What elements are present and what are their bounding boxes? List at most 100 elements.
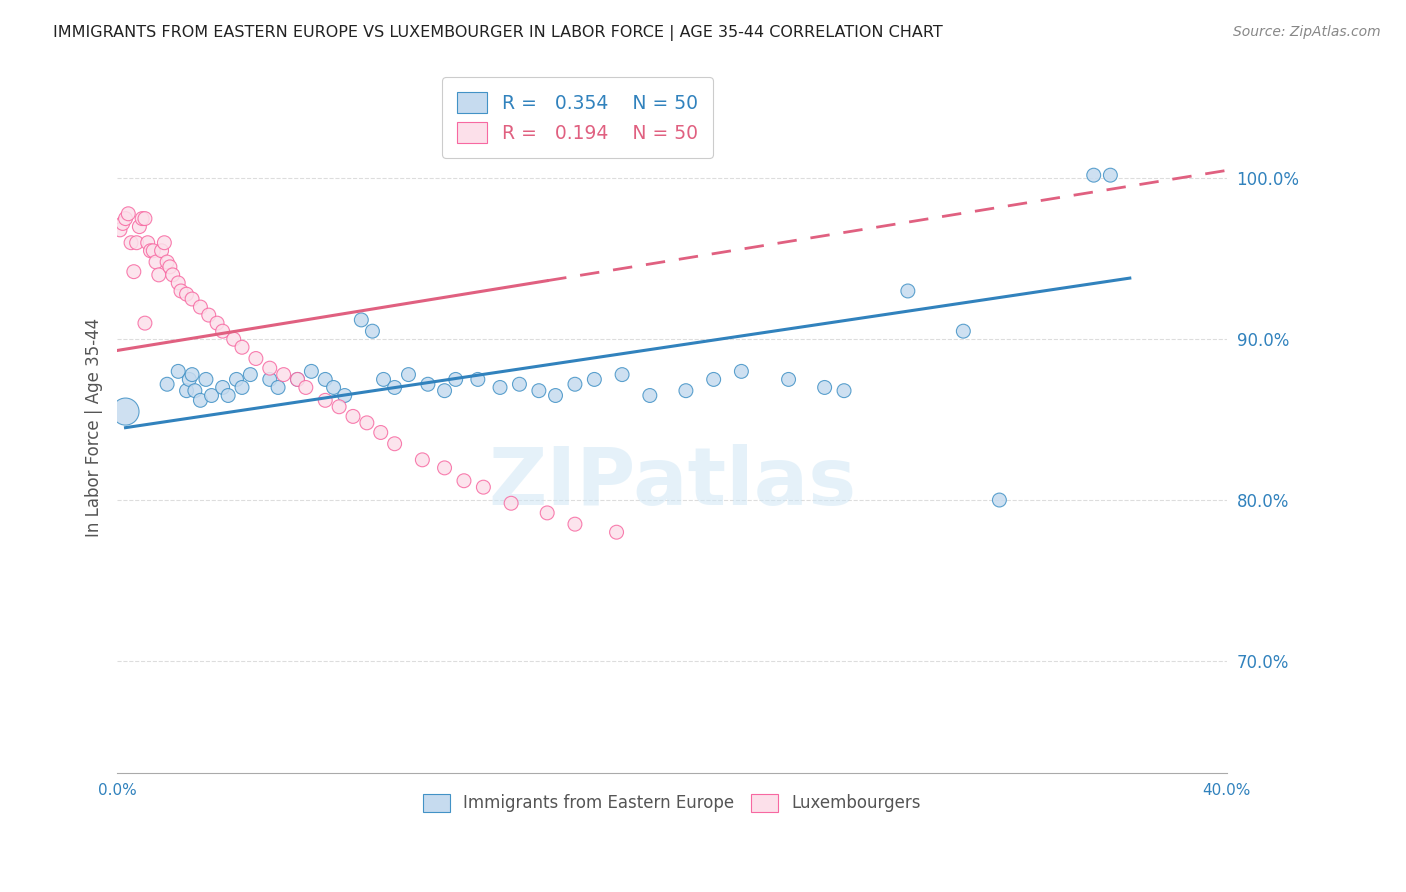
Point: [508, 377, 530, 392]
Point: [583, 372, 606, 386]
Point: [610, 368, 633, 382]
Point: [433, 461, 456, 475]
Point: [181, 292, 204, 306]
Text: ZIPatlas: ZIPatlas: [488, 444, 856, 522]
Point: [370, 425, 392, 440]
Point: [131, 211, 153, 226]
Point: [361, 324, 384, 338]
Point: [333, 388, 356, 402]
Legend: Immigrants from Eastern Europe, Luxembourgers: Immigrants from Eastern Europe, Luxembou…: [412, 782, 932, 824]
Point: [222, 332, 245, 346]
Y-axis label: In Labor Force | Age 35-44: In Labor Force | Age 35-44: [86, 318, 103, 537]
Point: [299, 364, 322, 378]
Point: [453, 474, 475, 488]
Point: [200, 388, 222, 402]
Point: [703, 372, 725, 386]
Point: [638, 388, 661, 402]
Point: [259, 361, 281, 376]
Point: [489, 380, 512, 394]
Point: [148, 268, 170, 282]
Point: [179, 372, 201, 386]
Point: [287, 372, 309, 386]
Point: [153, 235, 176, 250]
Point: [167, 276, 190, 290]
Point: [814, 380, 837, 394]
Point: [205, 316, 228, 330]
Point: [273, 368, 295, 382]
Point: [444, 372, 467, 386]
Point: [128, 219, 150, 234]
Point: [897, 284, 920, 298]
Point: [778, 372, 800, 386]
Point: [162, 268, 184, 282]
Point: [134, 211, 156, 226]
Point: [225, 372, 247, 386]
Point: [231, 340, 253, 354]
Point: [114, 404, 136, 418]
Point: [122, 265, 145, 279]
Point: [114, 211, 136, 226]
Point: [314, 393, 336, 408]
Point: [156, 255, 179, 269]
Point: [197, 308, 219, 322]
Point: [211, 324, 233, 338]
Point: [145, 255, 167, 269]
Point: [832, 384, 855, 398]
Text: Source: ZipAtlas.com: Source: ZipAtlas.com: [1233, 25, 1381, 39]
Point: [675, 384, 697, 398]
Point: [136, 235, 159, 250]
Point: [564, 517, 586, 532]
Point: [730, 364, 752, 378]
Point: [190, 393, 212, 408]
Point: [184, 384, 207, 398]
Point: [322, 380, 344, 394]
Point: [194, 372, 217, 386]
Point: [181, 368, 204, 382]
Text: IMMIGRANTS FROM EASTERN EUROPE VS LUXEMBOURGER IN LABOR FORCE | AGE 35-44 CORREL: IMMIGRANTS FROM EASTERN EUROPE VS LUXEMB…: [53, 25, 943, 41]
Point: [398, 368, 420, 382]
Point: [211, 380, 233, 394]
Point: [564, 377, 586, 392]
Point: [1099, 168, 1122, 182]
Point: [120, 235, 142, 250]
Point: [527, 384, 550, 398]
Point: [190, 300, 212, 314]
Point: [356, 416, 378, 430]
Point: [245, 351, 267, 366]
Point: [156, 377, 179, 392]
Point: [111, 216, 134, 230]
Point: [433, 384, 456, 398]
Point: [411, 453, 433, 467]
Point: [342, 409, 364, 424]
Point: [176, 384, 198, 398]
Point: [259, 372, 281, 386]
Point: [952, 324, 974, 338]
Point: [1083, 168, 1105, 182]
Point: [314, 372, 336, 386]
Point: [217, 388, 239, 402]
Point: [167, 364, 190, 378]
Point: [134, 316, 156, 330]
Point: [125, 235, 148, 250]
Point: [139, 244, 162, 258]
Point: [159, 260, 181, 274]
Point: [142, 244, 165, 258]
Point: [231, 380, 253, 394]
Point: [416, 377, 439, 392]
Point: [501, 496, 523, 510]
Point: [295, 380, 318, 394]
Point: [287, 372, 309, 386]
Point: [384, 436, 406, 450]
Point: [108, 223, 131, 237]
Point: [176, 287, 198, 301]
Point: [373, 372, 395, 386]
Point: [150, 244, 173, 258]
Point: [988, 493, 1011, 508]
Point: [467, 372, 489, 386]
Point: [472, 480, 495, 494]
Point: [350, 313, 373, 327]
Point: [606, 525, 628, 540]
Point: [328, 400, 350, 414]
Point: [267, 380, 290, 394]
Point: [536, 506, 558, 520]
